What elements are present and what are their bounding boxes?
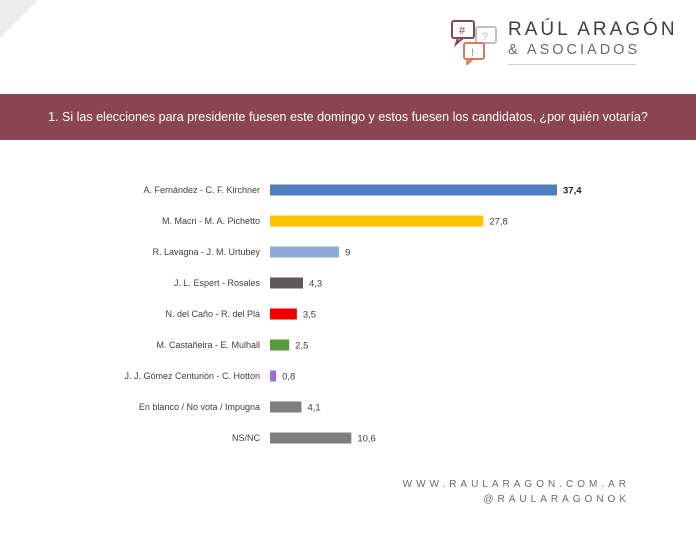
question-text: 1. Si las elecciones para presidente fue… <box>48 110 648 124</box>
speech-bubbles-icon: # ? ! <box>451 20 497 65</box>
data-label: 0,8 <box>282 372 295 383</box>
data-label: 3,5 <box>303 310 316 321</box>
category-label: NS/NC <box>232 433 261 443</box>
data-label: 10,6 <box>357 434 376 445</box>
bar <box>270 246 340 258</box>
data-label: 4,3 <box>309 279 322 290</box>
bar <box>270 339 290 351</box>
category-label: A. Fernández - C. F. Kirchner <box>143 185 260 195</box>
question-banner: 1. Si las elecciones para presidente fue… <box>0 94 696 140</box>
category-label: En blanco / No vota / Impugna <box>139 402 260 412</box>
svg-text:!: ! <box>471 47 474 59</box>
data-label: 2,5 <box>295 341 308 352</box>
bar <box>270 215 484 227</box>
brand-subtitle: & ASOCIADOS <box>508 42 641 58</box>
brand-name: RAÚL ARAGÓN <box>508 19 678 40</box>
bar <box>270 308 297 320</box>
data-label: 4,1 <box>307 403 320 414</box>
data-label: 27,8 <box>489 217 508 228</box>
category-label: N. del Caño - R. del Plá <box>165 309 260 319</box>
data-label: 37,4 <box>563 186 582 197</box>
category-label: M. Macri - M. A. Pichetto <box>162 216 260 226</box>
footer-website: WWW.RAULARAGON.COM.AR <box>402 479 630 490</box>
svg-text:#: # <box>459 25 466 37</box>
bar-chart: A. Fernández - C. F. Kirchner 37,4 M. Macr… <box>124 184 582 445</box>
category-label: M. Castañeira - E. Mulhall <box>156 340 260 350</box>
bar <box>270 370 277 382</box>
bar <box>270 184 557 196</box>
data-label: 9 <box>345 248 350 259</box>
bar <box>270 401 302 413</box>
corner-decoration <box>0 0 38 38</box>
category-label: J. L. Espert - Rosales <box>174 278 261 288</box>
category-label: R. Lavagna - J. M. Urtubey <box>152 247 260 257</box>
brand-divider <box>508 64 636 65</box>
category-label: J. J. Gómez Centurión - C. Hotton <box>124 371 260 381</box>
svg-text:?: ? <box>482 31 488 43</box>
bar <box>270 432 352 444</box>
bar <box>270 277 303 289</box>
footer-handle: @RAULARAGONOK <box>483 494 630 505</box>
